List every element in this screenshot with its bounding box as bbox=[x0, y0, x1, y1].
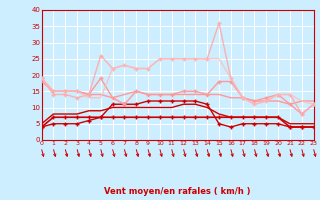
Text: Vent moyen/en rafales ( km/h ): Vent moyen/en rafales ( km/h ) bbox=[104, 187, 251, 196]
